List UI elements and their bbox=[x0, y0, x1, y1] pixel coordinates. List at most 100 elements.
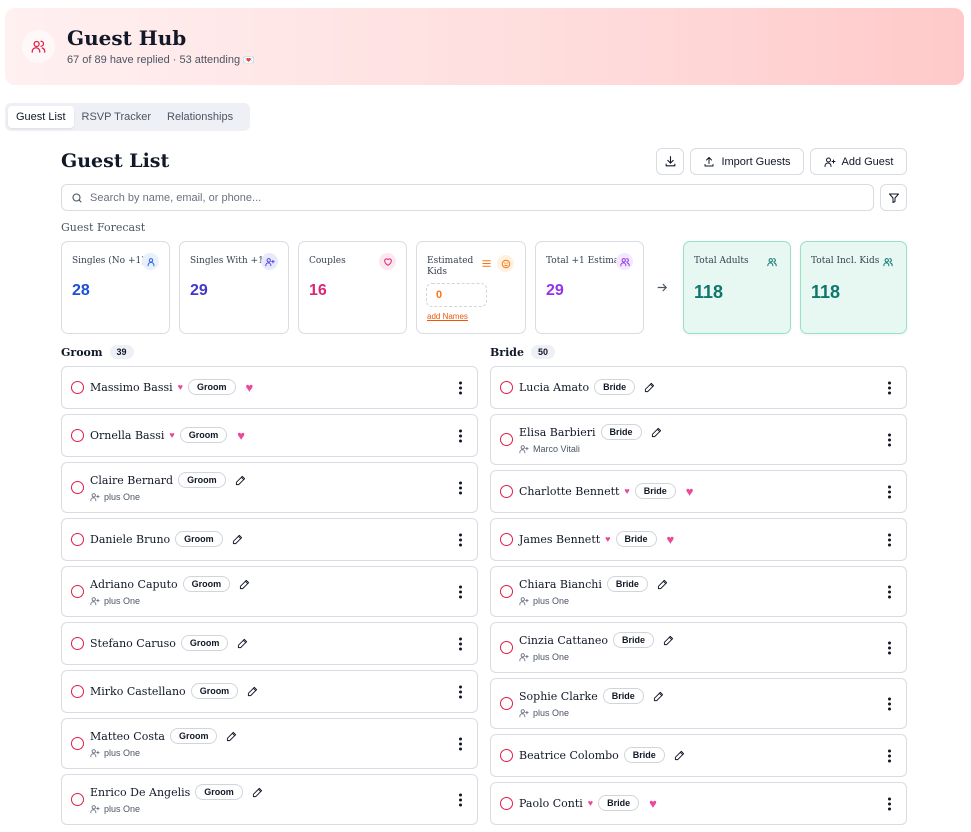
guest-name: Matteo Costa bbox=[90, 729, 165, 743]
tab-rsvp-tracker[interactable]: RSVP Tracker bbox=[81, 111, 152, 123]
more-options-icon[interactable] bbox=[459, 685, 462, 698]
heart-icon: ♥ bbox=[587, 798, 594, 808]
pencil-icon[interactable] bbox=[674, 750, 685, 761]
rsvp-status-icon[interactable] bbox=[500, 585, 513, 598]
pencil-icon[interactable] bbox=[651, 427, 662, 438]
kids-input[interactable]: 0 bbox=[426, 283, 487, 307]
search-input[interactable] bbox=[90, 191, 850, 204]
pencil-icon[interactable] bbox=[653, 691, 664, 702]
side-badge: Bride bbox=[594, 379, 636, 395]
pencil-icon[interactable] bbox=[239, 579, 250, 590]
rsvp-status-icon[interactable] bbox=[71, 685, 84, 698]
rsvp-status-icon[interactable] bbox=[500, 749, 513, 762]
side-badge: Bride bbox=[623, 747, 665, 763]
couple-heart-icon[interactable]: ♥ bbox=[649, 795, 657, 811]
pencil-icon[interactable] bbox=[247, 686, 258, 697]
more-options-icon[interactable] bbox=[459, 533, 462, 546]
user-plus-icon bbox=[261, 253, 278, 270]
download-button[interactable] bbox=[656, 148, 684, 175]
more-options-icon[interactable] bbox=[888, 797, 891, 810]
heart-icon: ♥ bbox=[169, 430, 175, 440]
pencil-icon[interactable] bbox=[657, 579, 668, 590]
guest-row[interactable]: Adriano Caputo Groom plus One bbox=[61, 566, 478, 617]
rsvp-status-icon[interactable] bbox=[71, 585, 84, 598]
guest-row[interactable]: Chiara Bianchi Bride plus One bbox=[490, 566, 907, 617]
list-icon[interactable] bbox=[481, 258, 492, 269]
more-options-icon[interactable] bbox=[459, 637, 462, 650]
side-badge: Groom bbox=[187, 379, 236, 395]
side-badge: Bride bbox=[612, 632, 654, 648]
add-guest-button[interactable]: Add Guest bbox=[810, 148, 907, 175]
pencil-icon[interactable] bbox=[226, 731, 237, 742]
rsvp-status-icon[interactable] bbox=[71, 637, 84, 650]
couple-heart-icon[interactable]: ♥ bbox=[666, 531, 675, 547]
more-options-icon[interactable] bbox=[888, 485, 891, 498]
rsvp-status-icon[interactable] bbox=[500, 381, 513, 394]
side-badge: Groom bbox=[180, 635, 229, 651]
pencil-icon[interactable] bbox=[235, 475, 246, 486]
rsvp-status-icon[interactable] bbox=[71, 481, 84, 494]
add-names-link[interactable]: add Names bbox=[427, 312, 468, 321]
more-options-icon[interactable] bbox=[459, 737, 462, 750]
more-options-icon[interactable] bbox=[888, 641, 891, 654]
guest-row[interactable]: Charlotte Bennett ♥ Bride ♥ bbox=[490, 470, 907, 513]
rsvp-status-icon[interactable] bbox=[500, 641, 513, 654]
guest-row[interactable]: Daniele Bruno Groom bbox=[61, 518, 478, 561]
plus-one-label: plus One bbox=[104, 748, 141, 758]
rsvp-status-icon[interactable] bbox=[500, 533, 513, 546]
import-guests-button[interactable]: Import Guests bbox=[690, 148, 804, 175]
rsvp-status-icon[interactable] bbox=[500, 797, 513, 810]
more-options-icon[interactable] bbox=[459, 585, 462, 598]
more-options-icon[interactable] bbox=[459, 793, 462, 806]
pencil-icon[interactable] bbox=[237, 638, 248, 649]
filter-button[interactable] bbox=[880, 184, 907, 211]
pencil-icon[interactable] bbox=[252, 787, 263, 798]
guest-row[interactable]: Sophie Clarke Bride plus One bbox=[490, 678, 907, 729]
more-options-icon[interactable] bbox=[888, 433, 891, 446]
couple-heart-icon[interactable]: ♥ bbox=[237, 427, 245, 443]
rsvp-status-icon[interactable] bbox=[500, 433, 513, 446]
more-options-icon[interactable] bbox=[459, 481, 462, 494]
guest-row[interactable]: Cinzia Cattaneo Bride plus One bbox=[490, 622, 907, 673]
tab-guest-list[interactable]: Guest List bbox=[8, 106, 74, 128]
arrow-right-icon bbox=[656, 281, 669, 299]
rsvp-status-icon[interactable] bbox=[71, 737, 84, 750]
plus-one-label: plus One bbox=[533, 596, 570, 606]
rsvp-status-icon[interactable] bbox=[500, 697, 513, 710]
guest-row[interactable]: Beatrice Colombo Bride bbox=[490, 734, 907, 777]
side-badge: Groom bbox=[175, 531, 223, 547]
rsvp-status-icon[interactable] bbox=[71, 381, 84, 394]
rsvp-status-icon[interactable] bbox=[500, 485, 513, 498]
plus-one-card: Total +1 Estimate 29 bbox=[535, 241, 644, 334]
more-options-icon[interactable] bbox=[459, 429, 462, 442]
more-options-icon[interactable] bbox=[888, 697, 891, 710]
guest-row[interactable]: Mirko Castellano Groom bbox=[61, 670, 478, 713]
guest-row[interactable]: Stefano Caruso Groom bbox=[61, 622, 478, 665]
more-options-icon[interactable] bbox=[888, 381, 891, 394]
rsvp-status-icon[interactable] bbox=[71, 793, 84, 806]
guest-row[interactable]: Lucia Amato Bride bbox=[490, 366, 907, 409]
guest-row[interactable]: Ornella Bassi ♥ Groom ♥ bbox=[61, 414, 478, 457]
guest-row[interactable]: Claire Bernard Groom plus One bbox=[61, 462, 478, 513]
bride-column-header: Bride 50 bbox=[490, 345, 555, 359]
couples-value: 16 bbox=[309, 282, 327, 299]
couple-heart-icon[interactable]: ♥ bbox=[245, 379, 254, 395]
guest-row[interactable]: Enrico De Angelis Groom plus One bbox=[61, 774, 478, 825]
more-options-icon[interactable] bbox=[888, 533, 891, 546]
heart-letter-icon: 💌 bbox=[243, 55, 255, 65]
rsvp-status-icon[interactable] bbox=[71, 429, 84, 442]
guest-row[interactable]: Matteo Costa Groom plus One bbox=[61, 718, 478, 769]
couple-heart-icon[interactable]: ♥ bbox=[685, 483, 694, 499]
pencil-icon[interactable] bbox=[663, 635, 674, 646]
rsvp-status-icon[interactable] bbox=[71, 533, 84, 546]
pencil-icon[interactable] bbox=[644, 382, 655, 393]
more-options-icon[interactable] bbox=[888, 585, 891, 598]
guest-row[interactable]: James Bennett ♥ Bride ♥ bbox=[490, 518, 907, 561]
tab-relationships[interactable]: Relationships bbox=[167, 111, 234, 123]
pencil-icon[interactable] bbox=[232, 534, 243, 545]
more-options-icon[interactable] bbox=[888, 749, 891, 762]
more-options-icon[interactable] bbox=[459, 381, 462, 394]
guest-row[interactable]: Massimo Bassi ♥ Groom ♥ bbox=[61, 366, 478, 409]
guest-row[interactable]: Paolo Conti ♥ Bride ♥ bbox=[490, 782, 907, 825]
guest-row[interactable]: Elisa Barbieri Bride Marco Vitali bbox=[490, 414, 907, 465]
